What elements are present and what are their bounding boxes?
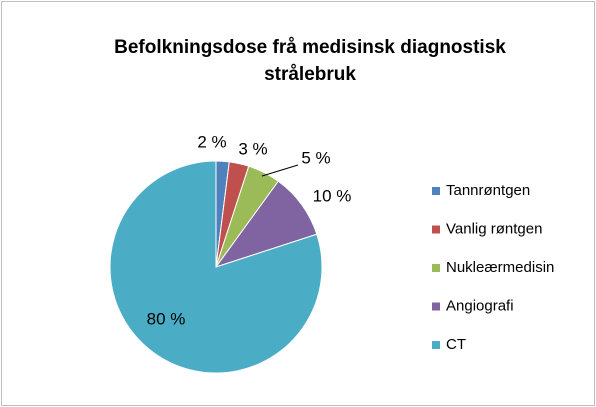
data-label: 5 % [301,148,330,167]
legend-label: Vanlig røntgen [446,220,542,237]
data-label: 10 % [313,186,352,205]
legend-swatch [432,341,440,349]
chart-title: Befolkningsdose frå medisinsk diagnostis… [114,37,506,85]
data-label: 3 % [238,139,267,158]
pie-slice [109,160,323,374]
legend-label: CT [446,336,466,353]
leader-line [261,164,299,177]
legend-label: Angiografi [446,297,514,314]
legend-swatch [432,187,440,195]
legend-label: Nukleærmedisin [446,259,554,276]
data-label: 2 % [197,132,226,151]
legend-swatch [432,302,440,311]
legend-swatch [432,225,440,234]
legend-swatch [432,264,440,272]
data-label: 80 % [147,309,186,328]
legend-label: Tannrøntgen [446,182,530,199]
